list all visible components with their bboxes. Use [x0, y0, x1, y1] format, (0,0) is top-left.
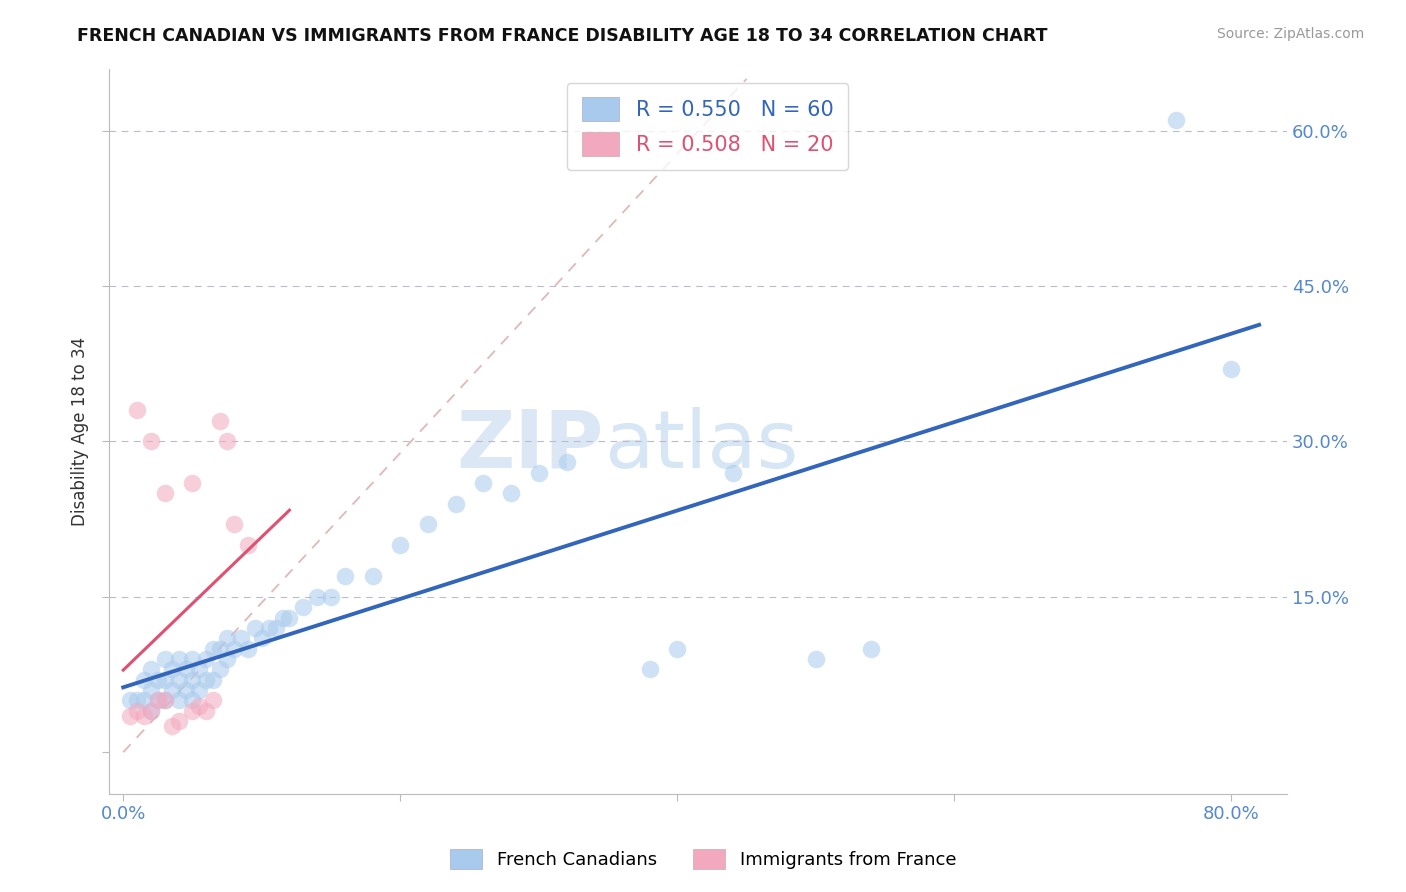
- Point: [167, 673, 190, 687]
- Point: [125, 704, 148, 718]
- Point: [153, 652, 176, 666]
- Point: [243, 621, 266, 635]
- Point: [120, 709, 142, 723]
- Point: [721, 466, 744, 480]
- Point: [638, 662, 661, 676]
- Point: [292, 600, 315, 615]
- Point: [804, 652, 827, 666]
- Point: [139, 662, 162, 676]
- Point: [217, 632, 239, 646]
- Point: [146, 673, 169, 687]
- Point: [236, 641, 259, 656]
- Point: [132, 693, 155, 707]
- Text: FRENCH CANADIAN VS IMMIGRANTS FROM FRANCE DISABILITY AGE 18 TO 34 CORRELATION CH: FRENCH CANADIAN VS IMMIGRANTS FROM FRANC…: [77, 27, 1047, 45]
- Point: [188, 683, 211, 698]
- Point: [389, 538, 412, 552]
- Point: [139, 704, 162, 718]
- Point: [188, 698, 211, 713]
- Point: [146, 693, 169, 707]
- Point: [181, 693, 204, 707]
- Point: [278, 610, 301, 624]
- Point: [666, 641, 689, 656]
- Point: [125, 693, 148, 707]
- Point: [472, 475, 495, 490]
- Point: [195, 704, 218, 718]
- Legend: French Canadians, Immigrants from France: French Canadians, Immigrants from France: [440, 839, 966, 879]
- Point: [188, 662, 211, 676]
- Point: [139, 704, 162, 718]
- Point: [264, 621, 287, 635]
- Point: [181, 652, 204, 666]
- Point: [222, 517, 245, 532]
- Point: [153, 693, 176, 707]
- Point: [444, 497, 467, 511]
- Point: [153, 673, 176, 687]
- Y-axis label: Disability Age 18 to 34: Disability Age 18 to 34: [72, 336, 89, 525]
- Point: [174, 683, 197, 698]
- Text: atlas: atlas: [605, 407, 799, 484]
- Point: [174, 662, 197, 676]
- Point: [257, 621, 280, 635]
- Point: [153, 486, 176, 500]
- Point: [181, 704, 204, 718]
- Point: [202, 641, 225, 656]
- Point: [181, 673, 204, 687]
- Point: [209, 641, 232, 656]
- Point: [1164, 113, 1187, 128]
- Point: [307, 590, 329, 604]
- Point: [250, 632, 273, 646]
- Point: [361, 569, 384, 583]
- Point: [501, 486, 523, 500]
- Point: [416, 517, 439, 532]
- Point: [195, 673, 218, 687]
- Point: [160, 683, 183, 698]
- Legend: R = 0.550   N = 60, R = 0.508   N = 20: R = 0.550 N = 60, R = 0.508 N = 20: [567, 83, 848, 170]
- Point: [146, 693, 169, 707]
- Point: [167, 714, 190, 728]
- Point: [160, 719, 183, 733]
- Point: [333, 569, 356, 583]
- Point: [217, 434, 239, 449]
- Point: [132, 673, 155, 687]
- Point: [229, 632, 252, 646]
- Point: [860, 641, 883, 656]
- Point: [120, 693, 142, 707]
- Point: [209, 662, 232, 676]
- Point: [319, 590, 342, 604]
- Point: [167, 693, 190, 707]
- Point: [153, 693, 176, 707]
- Point: [527, 466, 550, 480]
- Point: [217, 652, 239, 666]
- Point: [555, 455, 578, 469]
- Point: [202, 693, 225, 707]
- Point: [139, 683, 162, 698]
- Point: [222, 641, 245, 656]
- Point: [236, 538, 259, 552]
- Text: Source: ZipAtlas.com: Source: ZipAtlas.com: [1216, 27, 1364, 41]
- Point: [209, 414, 232, 428]
- Point: [202, 673, 225, 687]
- Point: [132, 709, 155, 723]
- Point: [160, 662, 183, 676]
- Point: [1220, 362, 1243, 376]
- Point: [271, 610, 294, 624]
- Point: [139, 434, 162, 449]
- Point: [195, 652, 218, 666]
- Point: [125, 403, 148, 417]
- Point: [181, 475, 204, 490]
- Point: [167, 652, 190, 666]
- Text: ZIP: ZIP: [457, 407, 605, 484]
